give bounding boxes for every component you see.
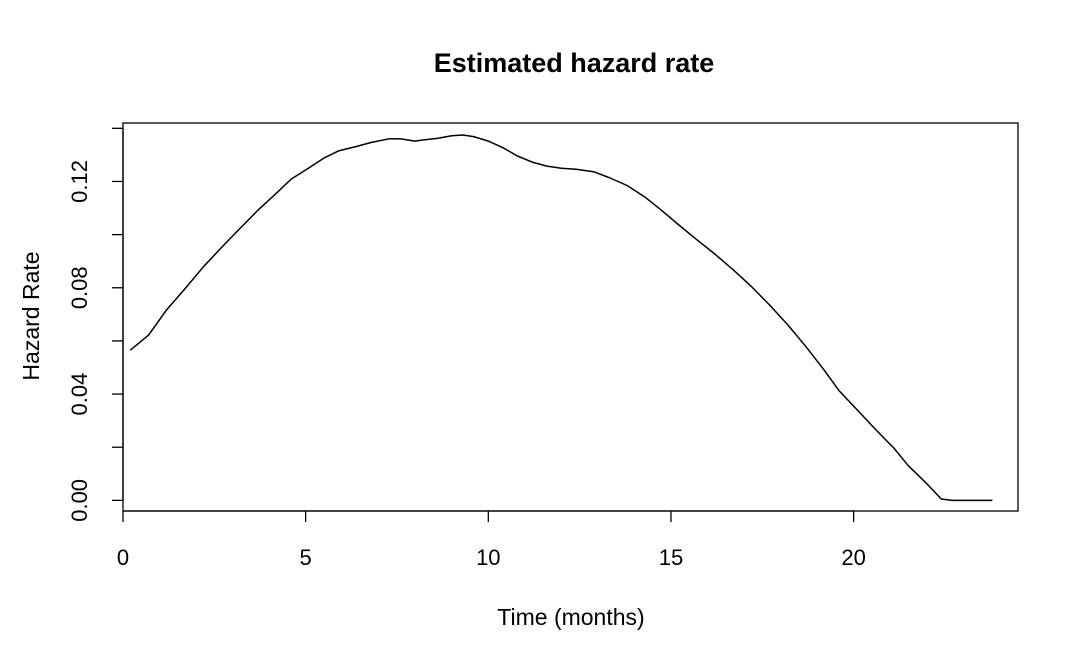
chart-title: Estimated hazard rate	[434, 48, 715, 78]
y-axis: 0.00 0.04 0.08 0.12	[67, 127, 124, 522]
x-tick-label: 0	[117, 545, 129, 570]
plot-area-frame	[122, 122, 1019, 512]
y-tick-label: 0.12	[67, 160, 92, 203]
y-tick-label: 0.00	[67, 479, 92, 522]
x-axis: 0 5 10 15 20	[117, 510, 866, 570]
x-tick-label: 5	[300, 545, 312, 570]
series-layer	[129, 134, 993, 502]
x-tick-label: 20	[841, 545, 865, 570]
y-tick-label: 0.08	[67, 266, 92, 309]
y-axis-label: Hazard Rate	[18, 251, 44, 380]
hazard-rate-line	[129, 134, 993, 502]
x-tick-label: 10	[476, 545, 500, 570]
y-tick-label: 0.04	[67, 373, 92, 416]
x-axis-label: Time (months)	[497, 604, 644, 630]
x-tick-label: 15	[659, 545, 683, 570]
